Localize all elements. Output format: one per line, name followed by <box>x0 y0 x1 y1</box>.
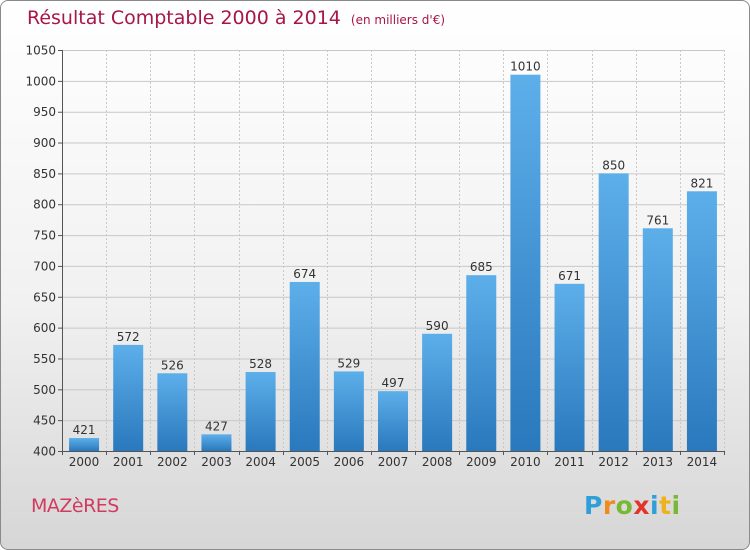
unit-label: (en milliers d'€) <box>350 13 446 27</box>
x-tick-label: 2012 <box>598 455 629 469</box>
y-tick-label: 700 <box>33 259 56 273</box>
y-tick-label: 450 <box>33 414 56 428</box>
bar-value-label: 497 <box>382 376 405 390</box>
bar-value-label: 850 <box>602 158 625 172</box>
bar-value-label: 685 <box>470 260 493 274</box>
proxiti-logo[interactable]: Proxiti <box>584 491 681 520</box>
y-tick-label: 650 <box>33 290 56 304</box>
data-labels: 421 2000 572 2001 526 2002 427 2003 528 2004 674 20… <box>69 60 717 469</box>
y-tick-label: 1050 <box>25 44 56 58</box>
bar-value-label: 529 <box>337 356 360 370</box>
commune-name: MAZèRES <box>31 495 119 517</box>
bar <box>466 275 497 451</box>
logo-letter: i <box>650 491 660 520</box>
bar <box>113 344 144 451</box>
x-tick-label: 2008 <box>422 455 453 469</box>
y-tick-label: 500 <box>33 383 56 397</box>
bar <box>289 281 320 451</box>
y-tick-label: 1000 <box>25 74 56 88</box>
x-tick-label: 2005 <box>289 455 320 469</box>
y-tick-label: 950 <box>33 105 56 119</box>
x-tick-label: 2004 <box>245 455 276 469</box>
logo-letter: i <box>671 491 681 520</box>
y-tick-label: 600 <box>33 321 56 335</box>
bar <box>333 371 364 451</box>
bar <box>245 372 276 451</box>
logo-letter: t <box>659 491 672 520</box>
logo-letter: P <box>584 491 603 520</box>
bar <box>378 391 408 451</box>
bar-value-label: 821 <box>690 176 713 190</box>
bar <box>598 173 629 451</box>
bar <box>686 191 717 451</box>
y-tick-label: 900 <box>33 136 56 150</box>
x-tick-label: 2014 <box>687 455 718 469</box>
bar-value-label: 526 <box>161 358 184 372</box>
title-text: Résultat Comptable 2000 à 2014 <box>27 7 341 29</box>
bar-value-label: 572 <box>117 330 140 344</box>
bar <box>157 373 188 451</box>
bar <box>201 434 232 451</box>
x-tick-label: 2010 <box>510 455 541 469</box>
bars <box>69 74 717 451</box>
bar <box>422 333 453 451</box>
bar <box>510 74 541 451</box>
chart-title: Résultat Comptable 2000 à 2014 (en millie… <box>27 7 445 29</box>
bar-value-label: 590 <box>426 319 449 333</box>
logo-letter: x <box>633 491 650 520</box>
x-tick-label: 2011 <box>554 455 585 469</box>
logo-letter: r <box>602 491 616 520</box>
bar-value-label: 528 <box>249 357 272 371</box>
x-tick-label: 2001 <box>113 455 144 469</box>
x-tick-label: 2003 <box>201 455 232 469</box>
x-tick-label: 2002 <box>157 455 188 469</box>
y-tick-label: 850 <box>33 167 56 181</box>
x-tick-label: 2013 <box>643 455 674 469</box>
bar-value-label: 674 <box>293 267 316 281</box>
logo-letter: o <box>615 491 634 520</box>
y-tick-label: 800 <box>33 198 56 212</box>
x-tick-label: 2000 <box>69 455 100 469</box>
bar <box>554 283 585 451</box>
bar-value-label: 1010 <box>510 60 541 74</box>
x-tick-label: 2006 <box>334 455 365 469</box>
y-tick-label: 550 <box>33 352 56 366</box>
x-tick-label: 2009 <box>466 455 497 469</box>
bar <box>642 228 673 451</box>
y-tick-label: 400 <box>33 445 56 459</box>
bar-value-label: 671 <box>558 269 581 283</box>
bar-value-label: 427 <box>205 419 228 433</box>
bar-value-label: 761 <box>646 213 669 227</box>
axes: 400 450 500 550 600 650 700 750 800 850 900 950 1000… <box>25 44 725 459</box>
bar-value-label: 421 <box>73 423 96 437</box>
bar <box>69 438 100 451</box>
y-tick-label: 750 <box>33 229 56 243</box>
x-tick-label: 2007 <box>378 455 409 469</box>
